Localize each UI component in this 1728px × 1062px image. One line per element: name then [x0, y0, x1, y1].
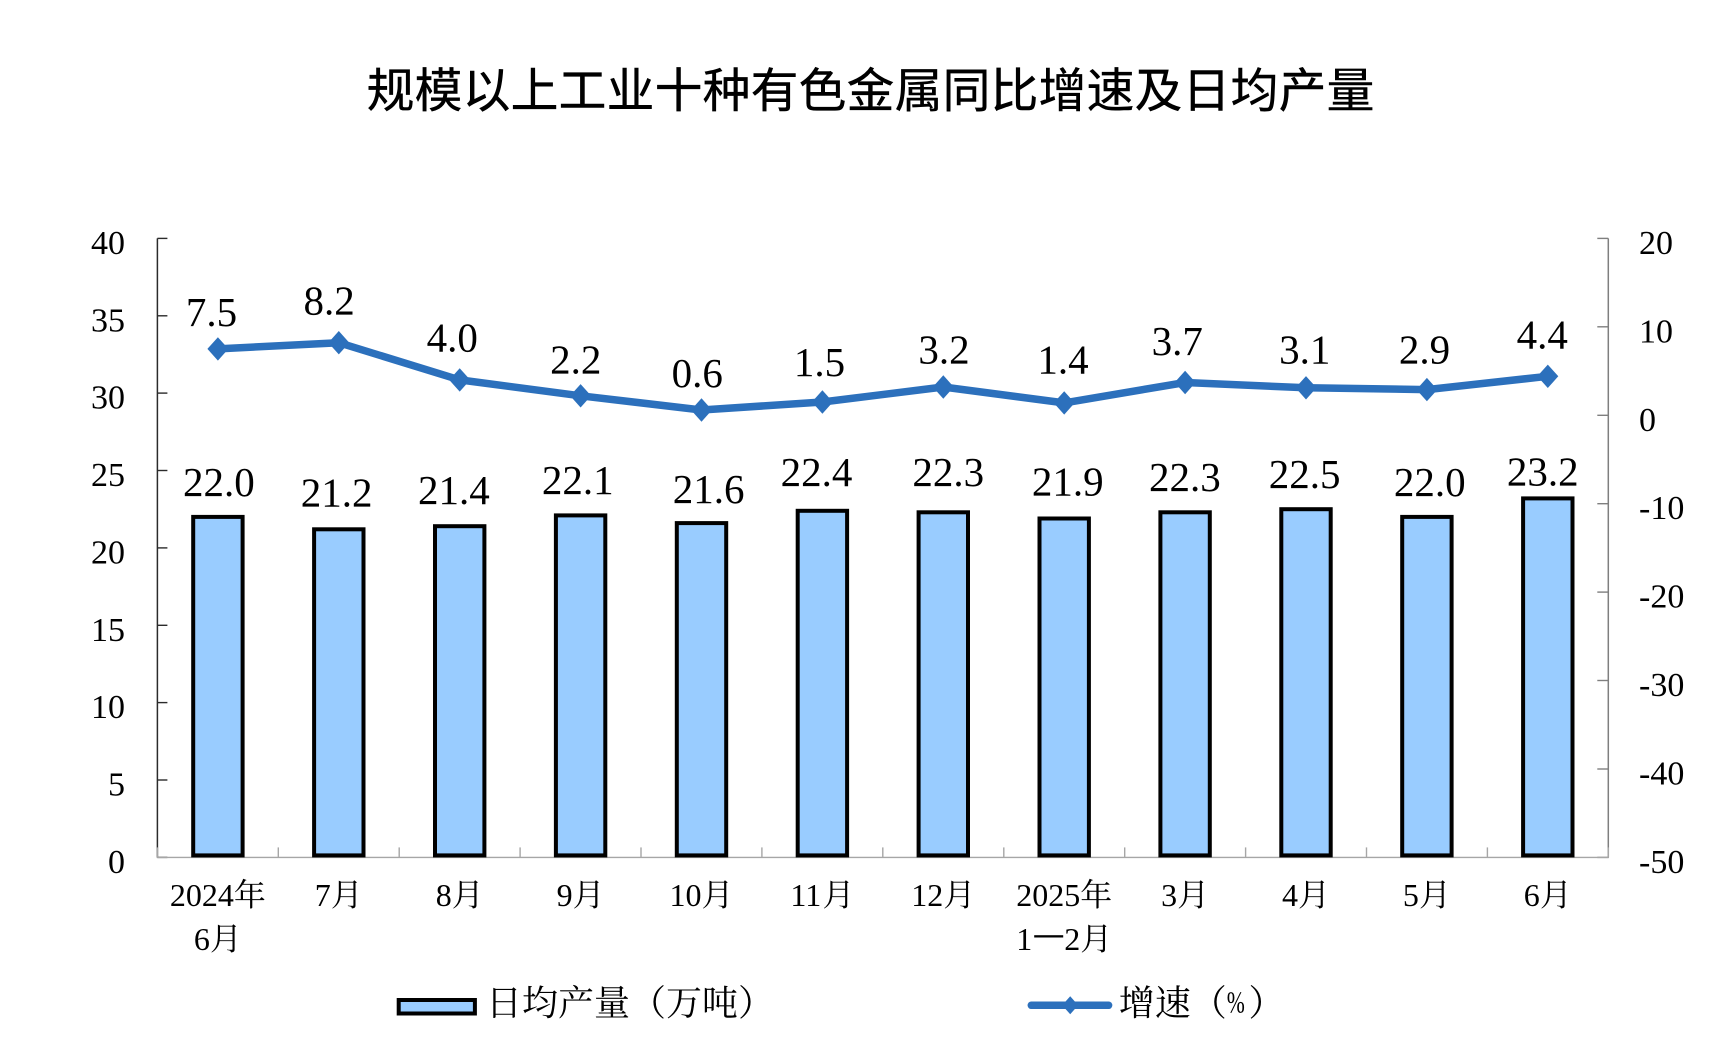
- svg-text:21.9: 21.9: [1032, 459, 1104, 505]
- svg-text:-40: -40: [1639, 756, 1684, 793]
- svg-text:22.1: 22.1: [542, 457, 614, 503]
- svg-text:22.3: 22.3: [912, 449, 984, 495]
- svg-text:4.0: 4.0: [427, 314, 478, 360]
- svg-text:23.2: 23.2: [1507, 449, 1579, 495]
- svg-text:5: 5: [1403, 877, 1419, 913]
- svg-text:-30: -30: [1639, 667, 1684, 704]
- svg-text:22.4: 22.4: [781, 449, 853, 495]
- svg-text:21.4: 21.4: [418, 467, 490, 513]
- svg-text:1: 1: [1016, 921, 1032, 957]
- svg-text:4: 4: [1282, 877, 1298, 913]
- svg-text:10: 10: [1639, 313, 1673, 350]
- svg-text:20: 20: [91, 534, 125, 571]
- svg-text:8.2: 8.2: [303, 278, 354, 324]
- svg-text:7.5: 7.5: [186, 289, 237, 335]
- svg-text:7: 7: [315, 877, 331, 913]
- svg-text:22.5: 22.5: [1269, 451, 1341, 497]
- svg-text:6: 6: [1524, 877, 1540, 913]
- svg-text:9: 9: [557, 877, 573, 913]
- svg-text:10: 10: [670, 877, 702, 913]
- svg-text:10: 10: [91, 689, 125, 726]
- svg-text:3.7: 3.7: [1152, 318, 1203, 364]
- svg-text:2024: 2024: [170, 877, 234, 913]
- svg-text:2: 2: [1064, 921, 1080, 957]
- svg-text:-50: -50: [1639, 844, 1684, 881]
- svg-text:1.5: 1.5: [794, 339, 845, 385]
- svg-text:2.2: 2.2: [550, 337, 601, 383]
- svg-text:12: 12: [911, 877, 943, 913]
- svg-text:3: 3: [1161, 877, 1177, 913]
- svg-text:0: 0: [108, 844, 125, 881]
- svg-text:25: 25: [91, 457, 125, 494]
- svg-text:8: 8: [436, 877, 452, 913]
- svg-text:22.3: 22.3: [1149, 454, 1221, 500]
- svg-text:11: 11: [790, 877, 821, 913]
- svg-text:1.4: 1.4: [1037, 337, 1088, 383]
- svg-text:21.2: 21.2: [301, 469, 373, 515]
- svg-text:0.6: 0.6: [672, 350, 723, 396]
- svg-text:3.1: 3.1: [1279, 327, 1330, 373]
- svg-text:6: 6: [194, 921, 210, 957]
- svg-text:20: 20: [1639, 225, 1673, 262]
- svg-text:2025: 2025: [1016, 877, 1080, 913]
- svg-text:35: 35: [91, 302, 125, 339]
- svg-text:-10: -10: [1639, 490, 1684, 527]
- svg-text:4.4: 4.4: [1517, 312, 1568, 358]
- svg-text:30: 30: [91, 380, 125, 417]
- svg-text:22.0: 22.0: [183, 459, 255, 505]
- svg-text:5: 5: [108, 767, 125, 804]
- svg-text:3.2: 3.2: [918, 327, 969, 373]
- svg-text:15: 15: [91, 612, 125, 649]
- svg-text:21.6: 21.6: [673, 466, 745, 512]
- svg-text:22.0: 22.0: [1394, 459, 1466, 505]
- svg-text:0: 0: [1639, 402, 1656, 439]
- svg-text:-20: -20: [1639, 579, 1684, 616]
- svg-text:40: 40: [91, 225, 125, 262]
- svg-text:2.9: 2.9: [1399, 326, 1450, 372]
